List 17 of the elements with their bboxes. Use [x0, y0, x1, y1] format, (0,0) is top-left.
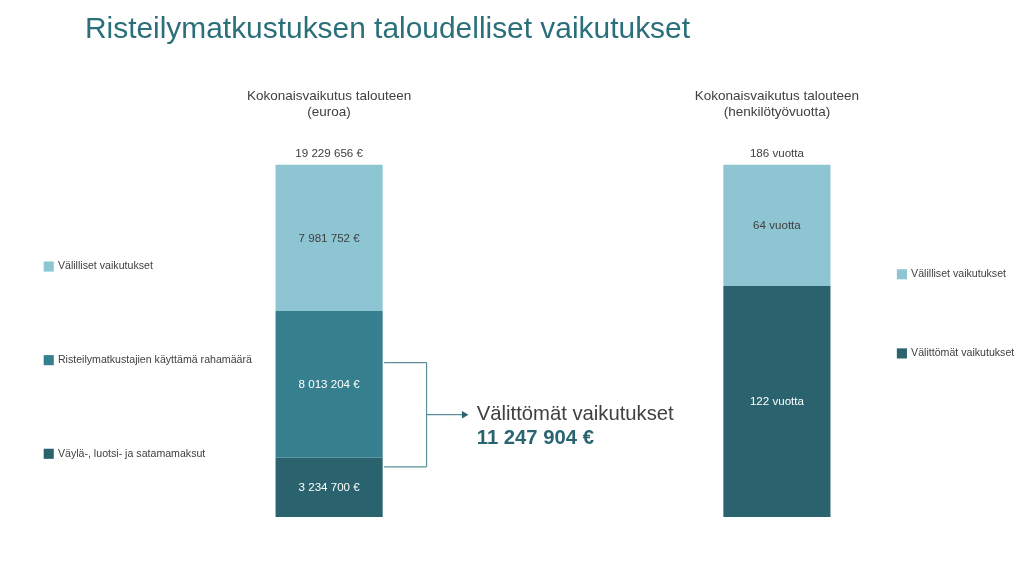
legend-label: Välittömät vaikutukset	[911, 346, 1015, 359]
data-label: 8 013 204 €	[298, 378, 361, 391]
text: Välittömät vaikutukset	[476, 402, 675, 425]
chart-subtitle: Kokonaisvaikutus talouteen (euroa)	[246, 88, 412, 119]
chart-title: Risteilymatkustuksen taloudelliset vaikutukset	[84, 11, 691, 45]
legend-label: Välilliset vaikutukset	[911, 267, 1007, 280]
legend-label: Risteilymatkustajien käyttämä rahamäärä	[57, 353, 252, 366]
data-label: 7 981 752 €	[298, 231, 361, 244]
data-label: 64 vuotta	[753, 219, 802, 232]
legend-label: Väylä-, luotsi- ja satamamaksut	[57, 446, 206, 459]
total-label: 186 vuotta	[749, 147, 805, 160]
chart-subtitle: Kokonaisvaikutus talouteen (henkilötyövuotta)	[694, 88, 860, 119]
legend-label: Välilliset vaikutukset	[57, 259, 153, 272]
text: 11 247 904 €	[476, 425, 594, 448]
total-label: 19 229 656 €	[295, 147, 364, 160]
data-label: 122 vuotta	[749, 395, 805, 408]
data-label: 3 234 700 €	[298, 481, 361, 494]
